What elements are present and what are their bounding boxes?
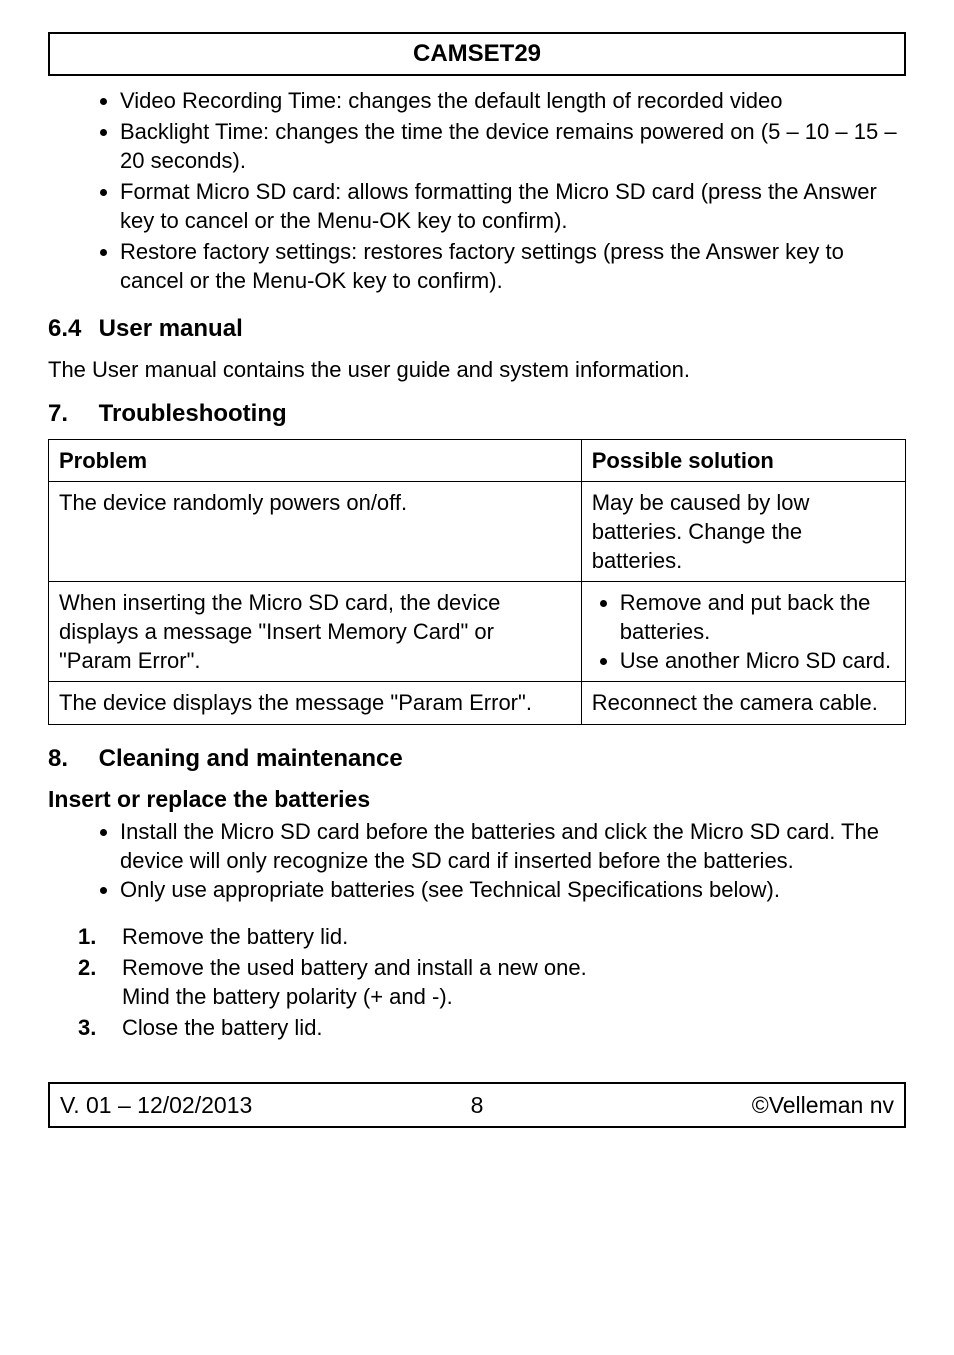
footer-copyright: ©Velleman nv bbox=[616, 1090, 894, 1120]
section-8-steps: 1. Remove the battery lid. 2. Remove the… bbox=[48, 922, 906, 1042]
table-header-solution: Possible solution bbox=[581, 440, 905, 482]
section-6-4-heading: 6.4 User manual bbox=[48, 313, 906, 345]
section-title: User manual bbox=[99, 315, 243, 342]
section-title: Troubleshooting bbox=[99, 400, 287, 427]
table-header-problem: Problem bbox=[49, 440, 582, 482]
footer-version: V. 01 – 12/02/2013 bbox=[60, 1090, 338, 1120]
troubleshooting-table: Problem Possible solution The device ran… bbox=[48, 439, 906, 724]
step-row: 3. Close the battery lid. bbox=[78, 1013, 906, 1042]
step-number: 3. bbox=[78, 1013, 122, 1042]
section-6-4-body: The User manual contains the user guide … bbox=[48, 355, 906, 384]
problem-cell: When inserting the Micro SD card, the de… bbox=[49, 582, 582, 682]
step-text: Remove the used battery and install a ne… bbox=[122, 953, 906, 1011]
solution-cell: May be caused by low batteries. Change t… bbox=[581, 482, 905, 582]
step-number: 1. bbox=[78, 922, 122, 951]
section-number: 8. bbox=[48, 743, 92, 775]
solution-bullets: Remove and put back the batteries. Use a… bbox=[592, 588, 895, 675]
list-item: Only use appropriate batteries (see Tech… bbox=[120, 875, 906, 904]
table-row: When inserting the Micro SD card, the de… bbox=[49, 582, 906, 682]
step-text: Close the battery lid. bbox=[122, 1013, 906, 1042]
step-text: Remove the battery lid. bbox=[122, 922, 906, 951]
step-number: 2. bbox=[78, 953, 122, 1011]
list-item: Use another Micro SD card. bbox=[620, 646, 895, 675]
section-number: 7. bbox=[48, 398, 92, 430]
list-item: Format Micro SD card: allows formatting … bbox=[120, 177, 906, 235]
footer-box: V. 01 – 12/02/2013 8 ©Velleman nv bbox=[48, 1082, 906, 1128]
footer-page: 8 bbox=[338, 1090, 616, 1120]
table-header-row: Problem Possible solution bbox=[49, 440, 906, 482]
intro-bullet-list: Video Recording Time: changes the defaul… bbox=[48, 86, 906, 295]
list-item: Remove and put back the batteries. bbox=[620, 588, 895, 646]
step-row: 1. Remove the battery lid. bbox=[78, 922, 906, 951]
step-row: 2. Remove the used battery and install a… bbox=[78, 953, 906, 1011]
list-item: Backlight Time: changes the time the dev… bbox=[120, 117, 906, 175]
section-8-bullet-list: Install the Micro SD card before the bat… bbox=[48, 817, 906, 904]
table-row: The device randomly powers on/off. May b… bbox=[49, 482, 906, 582]
section-8-subheading: Insert or replace the batteries bbox=[48, 784, 906, 814]
section-title: Cleaning and maintenance bbox=[99, 745, 403, 772]
list-item: Video Recording Time: changes the defaul… bbox=[120, 86, 906, 115]
solution-cell: Remove and put back the batteries. Use a… bbox=[581, 582, 905, 682]
solution-cell: Reconnect the camera cable. bbox=[581, 682, 905, 724]
table-row: The device displays the message "Param E… bbox=[49, 682, 906, 724]
section-7-heading: 7. Troubleshooting bbox=[48, 398, 906, 430]
section-number: 6.4 bbox=[48, 313, 92, 345]
list-item: Install the Micro SD card before the bat… bbox=[120, 817, 906, 875]
header-title-box: CAMSET29 bbox=[48, 32, 906, 76]
problem-cell: The device displays the message "Param E… bbox=[49, 682, 582, 724]
header-title: CAMSET29 bbox=[413, 40, 541, 67]
list-item: Restore factory settings: restores facto… bbox=[120, 237, 906, 295]
problem-cell: The device randomly powers on/off. bbox=[49, 482, 582, 582]
section-8-heading: 8. Cleaning and maintenance bbox=[48, 743, 906, 775]
